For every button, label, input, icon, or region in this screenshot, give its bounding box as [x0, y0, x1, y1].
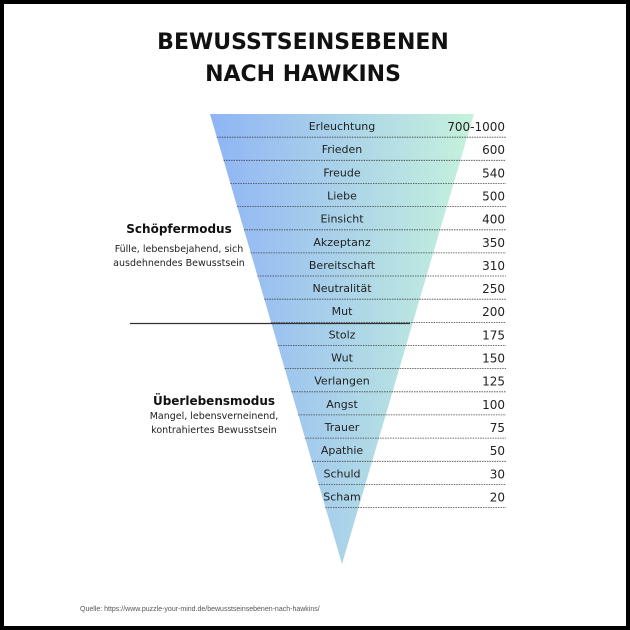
level-name: Bereitschaft — [309, 259, 376, 272]
level-value: 350 — [482, 236, 505, 250]
level-name: Mut — [332, 305, 353, 318]
level-value: 150 — [482, 352, 505, 366]
source-note: Quelle: https://www.puzzle-your-mind.de/… — [80, 606, 320, 613]
level-name: Angst — [326, 398, 358, 411]
level-value: 30 — [490, 467, 505, 481]
level-value: 310 — [482, 259, 505, 273]
level-value: 600 — [482, 143, 505, 157]
level-value: 500 — [482, 189, 505, 203]
level-name: Schuld — [323, 467, 360, 480]
level-name: Verlangen — [314, 375, 369, 388]
level-name: Liebe — [327, 189, 357, 202]
survival-mode-desc-line-2: kontrahiertes Bewusstsein — [151, 425, 277, 436]
level-value: 700-1000 — [447, 120, 505, 134]
level-name: Erleuchtung — [309, 120, 376, 133]
level-value: 20 — [490, 490, 505, 504]
inverted-triangle — [210, 114, 474, 564]
survival-mode-title: Überlebensmodus — [152, 394, 276, 408]
level-name: Frieden — [322, 143, 363, 156]
level-name: Wut — [331, 352, 353, 365]
creator-mode-desc-line-2: ausdehnendes Bewusstsein — [113, 258, 245, 269]
level-name: Scham — [323, 490, 360, 503]
level-value: 175 — [482, 328, 505, 342]
level-name: Stolz — [329, 328, 356, 341]
level-value: 200 — [482, 305, 505, 319]
level-value: 50 — [490, 444, 505, 458]
title-line-2: NACH HAWKINS — [205, 62, 401, 87]
creator-mode-desc-line-1: Fülle, lebensbejahend, sich — [114, 244, 244, 255]
level-name: Akzeptanz — [313, 236, 370, 249]
level-name: Freude — [323, 166, 361, 179]
title-line-1: BEWUSSTSEINSEBENEN — [157, 30, 449, 55]
level-value: 250 — [482, 282, 505, 296]
level-value: 125 — [482, 375, 505, 389]
level-name: Einsicht — [320, 213, 364, 226]
level-value: 75 — [490, 421, 505, 435]
survival-mode-desc-line-1: Mangel, lebensverneinend, — [149, 411, 279, 422]
level-value: 100 — [482, 398, 505, 412]
creator-mode-title: Schöpfermodus — [126, 222, 232, 236]
consciousness-levels-diagram: Erleuchtung 700-1000 Frieden 600 Freude 540 Li… — [130, 114, 506, 564]
level-name: Trauer — [324, 421, 360, 434]
level-value: 540 — [482, 166, 505, 180]
level-name: Neutralität — [312, 282, 372, 295]
level-name: Apathie — [321, 444, 364, 457]
level-value: 400 — [482, 213, 505, 227]
